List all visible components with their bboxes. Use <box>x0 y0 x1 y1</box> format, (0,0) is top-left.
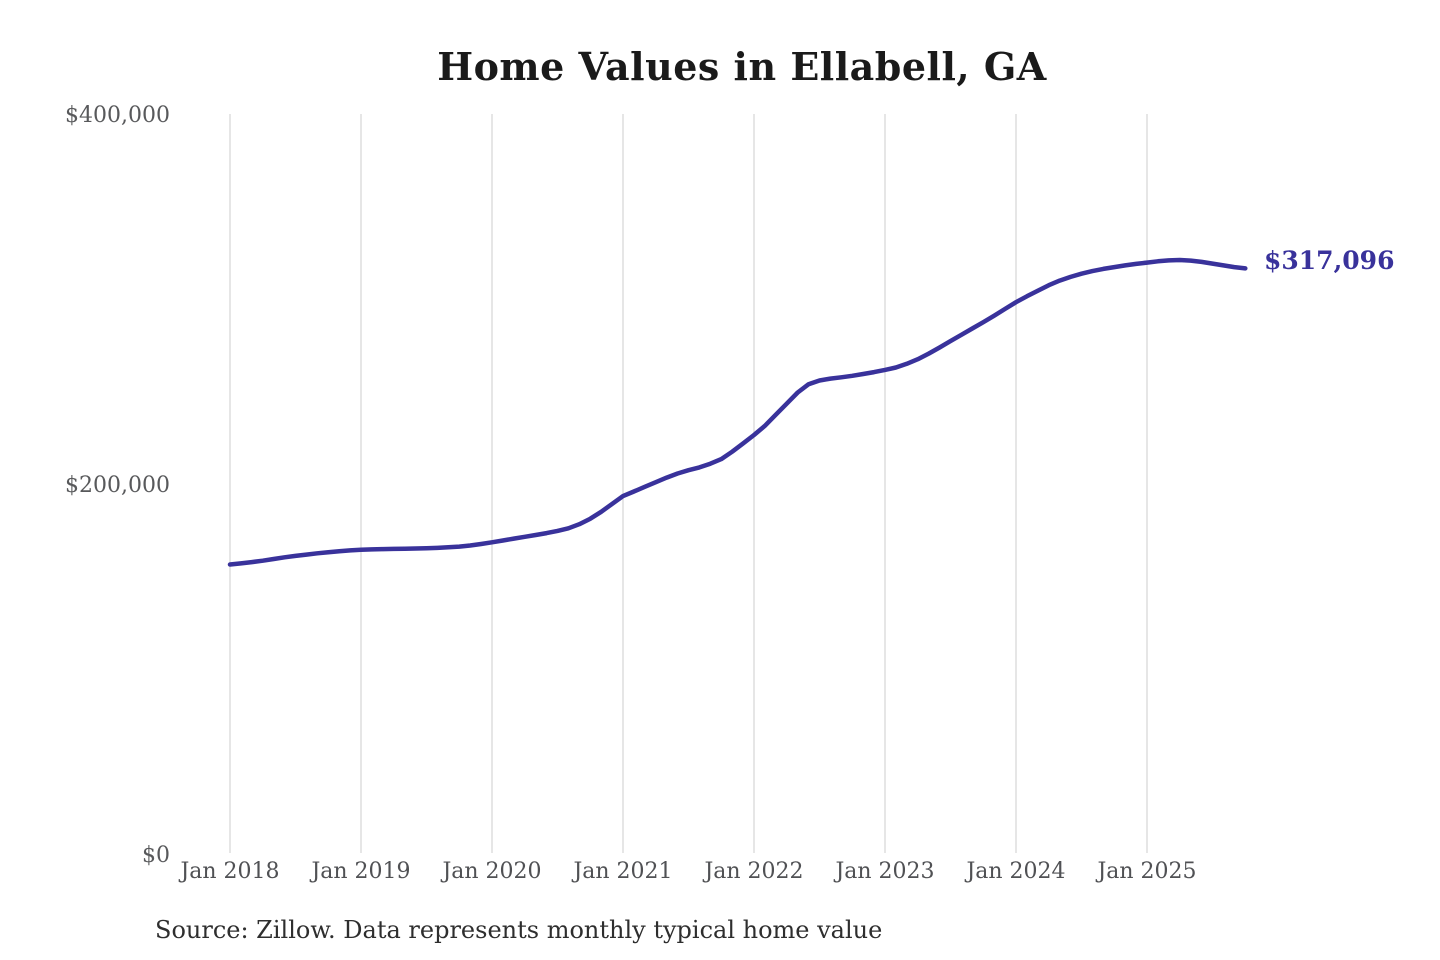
chart-title: Home Values in Ellabell, GA <box>437 44 1047 89</box>
y-axis-tick-0: $0 <box>142 843 170 868</box>
x-axis-tick-label: Jan 2023 <box>835 859 935 884</box>
x-axis-tick-label: Jan 2025 <box>1097 859 1197 884</box>
source-note: Source: Zillow. Data represents monthly … <box>155 916 883 944</box>
home-value-line <box>227 257 1248 567</box>
latest-value-label: $317,096 <box>1264 246 1395 275</box>
vertical-gridlines <box>229 114 1148 853</box>
x-axis-tick-label: Jan 2022 <box>704 859 804 884</box>
x-axis-tick-label: Jan 2018 <box>180 859 280 884</box>
y-axis-tick-200k: $200,000 <box>65 473 170 498</box>
x-axis-tick-label: Jan 2021 <box>573 859 673 884</box>
x-axis-tick-label: Jan 2024 <box>966 859 1066 884</box>
y-axis-tick-400k: $400,000 <box>65 103 170 128</box>
x-axis-tick-label: Jan 2020 <box>442 859 542 884</box>
x-axis-tick-label: Jan 2019 <box>311 859 411 884</box>
